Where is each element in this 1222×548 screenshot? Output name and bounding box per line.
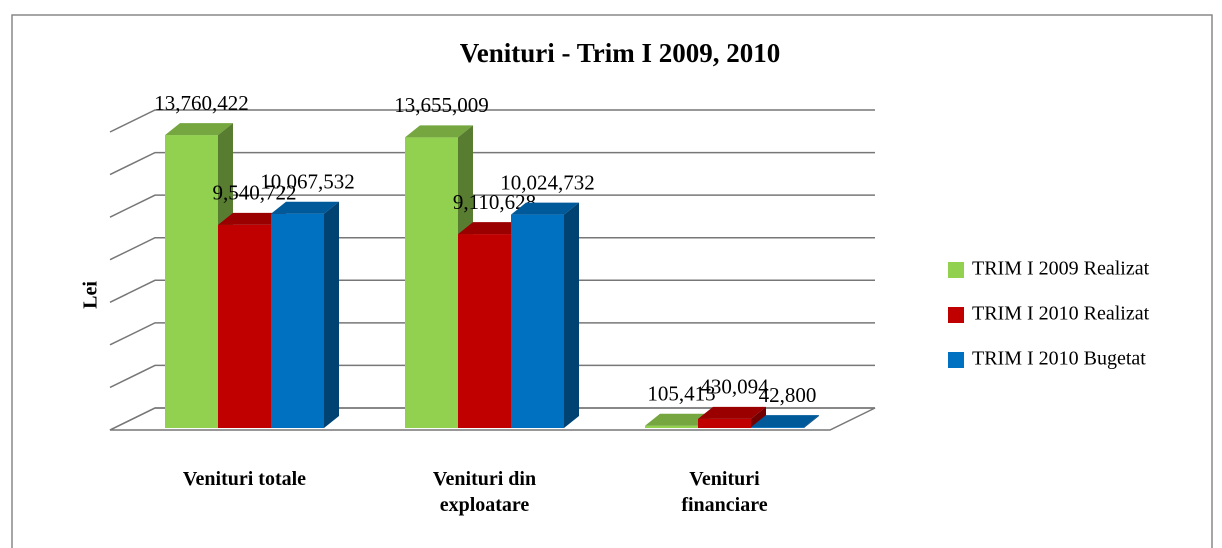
data-label: 10,067,532: [260, 170, 355, 194]
grid-line: [109, 279, 875, 303]
bar-top: [165, 123, 233, 136]
data-label: 430,094: [700, 375, 769, 399]
bar-top: [458, 222, 526, 235]
bar: [458, 234, 511, 428]
bar-side: [324, 201, 339, 428]
legend-label: TRIM I 2009 Realizat: [972, 258, 1150, 280]
bar-side: [804, 415, 819, 428]
bar: [751, 427, 804, 428]
bar-top: [511, 202, 579, 215]
data-label: 10,024,732: [500, 170, 595, 194]
y-axis-label: Lei: [80, 281, 102, 309]
legend-swatch: [948, 307, 964, 323]
bar-top: [751, 415, 819, 428]
grid-line: [109, 236, 875, 261]
legend-label: TRIM I 2010 Bugetat: [972, 348, 1146, 370]
legend-label: TRIM I 2010 Realizat: [972, 303, 1150, 325]
bar: [271, 213, 324, 428]
x-tick-label: Venituri din exploatare: [432, 468, 537, 516]
chart-title: Venituri - Trim I 2009, 2010: [460, 38, 781, 68]
data-label: 13,655,009: [394, 93, 489, 117]
grid-line: [109, 322, 875, 346]
data-label: 9,540,722: [213, 181, 297, 205]
data-label: 13,760,422: [154, 91, 249, 115]
bar: [698, 418, 751, 428]
x-tick-label: Venituri financiare: [681, 468, 768, 516]
bar-top: [645, 413, 713, 426]
bar: [645, 425, 698, 428]
legend-swatch: [948, 352, 964, 368]
bar: [165, 135, 218, 428]
grid-line: [109, 109, 875, 133]
data-label: 105,413: [647, 382, 715, 406]
data-label: 42,800: [759, 383, 817, 407]
bar-side: [564, 202, 579, 428]
bar-side: [751, 406, 766, 428]
bar-top: [698, 406, 766, 419]
bar: [405, 137, 458, 428]
grid-line: [109, 194, 875, 218]
grid-line: [109, 151, 875, 176]
bar: [511, 214, 564, 428]
grid-line: [109, 364, 875, 389]
legend-swatch: [948, 262, 964, 278]
bar-top: [271, 201, 339, 214]
grid-line: [109, 407, 875, 431]
bar-top: [218, 212, 286, 225]
bar: [218, 224, 271, 428]
bar-top: [405, 125, 473, 138]
x-tick-label: Venituri totale: [182, 468, 307, 490]
